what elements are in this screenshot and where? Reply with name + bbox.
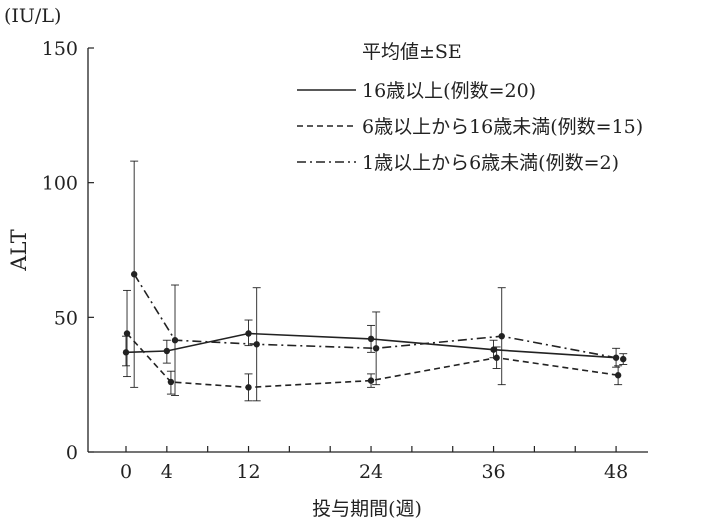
x-tick-label: 24 [359,461,383,483]
data-point [167,378,175,386]
y-tick-label: 50 [54,307,78,329]
data-point [171,337,179,344]
x-tick-label: 36 [481,461,505,483]
data-point [367,377,375,384]
legend-title: 平均値±SE [362,41,462,63]
y-tick-label: 100 [42,173,78,195]
data-point [253,341,260,348]
x-tick-label: 4 [161,461,173,483]
legend-entry-label: 6歳以上から16歳未満(例数=15) [362,116,643,138]
x-tick-label: 12 [236,461,260,483]
data-point [620,355,627,363]
y-unit-label: (IU/L) [4,5,61,27]
legend-entry-label: 16歳以上(例数=20) [362,80,536,102]
series-line-dashdot [133,273,624,360]
series-line-dashed [126,332,619,389]
data-point [245,330,252,337]
data-point [490,346,497,353]
data-point [372,345,380,352]
data-point [245,384,252,391]
legend: 平均値±SE 16歳以上(例数=20) 6歳以上から16歳未満(例数=15) 1歳以… [297,41,643,174]
y-tick-label: 0 [66,442,78,464]
y-tick-label: 150 [42,38,78,60]
x-tick-label: 48 [604,461,628,483]
data-point [123,330,131,337]
data-point [122,349,130,356]
data-point [130,271,138,278]
series-line-solid [125,332,617,359]
legend-entry-label: 1歳以上から6歳未満(例数=2) [362,152,619,174]
x-axis-title: 投与期間(週) [312,498,422,520]
data-point [614,372,622,379]
data-point [498,332,505,340]
series-group [122,160,628,402]
data-point [493,354,500,361]
data-point [367,335,375,343]
x-tick-label: 0 [120,461,132,483]
y-axis-title: ALT [7,229,31,271]
data-point [163,347,171,355]
axes: 0 50 100 150 0 4 12 24 36 48 [42,38,648,483]
